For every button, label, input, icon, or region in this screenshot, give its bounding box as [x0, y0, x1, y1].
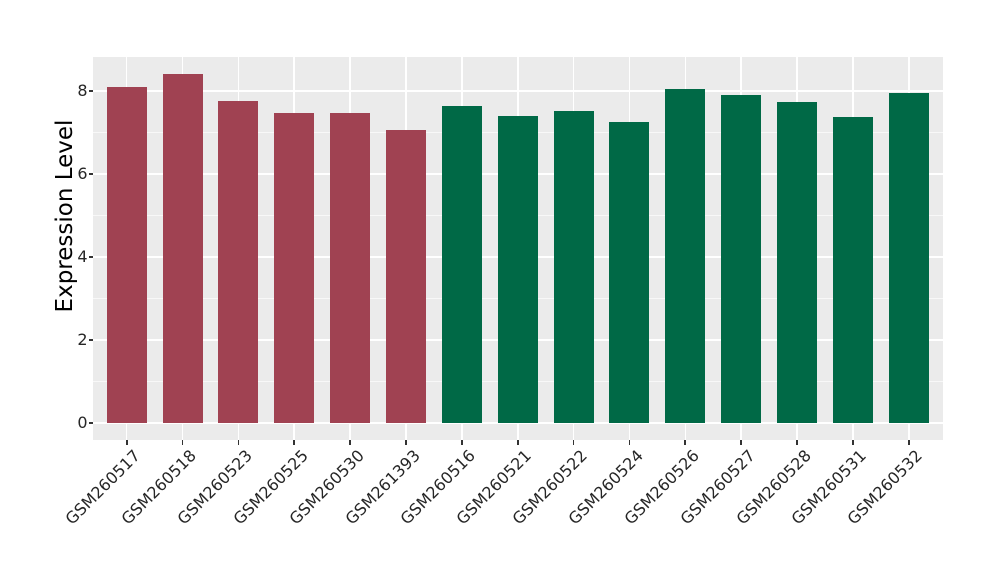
y-axis-title: Expression Level: [52, 119, 78, 313]
x-tick-mark-GSM260526: [684, 440, 687, 445]
bar-GSM260524: [609, 121, 650, 423]
bar-GSM260516: [441, 105, 482, 423]
x-tick-mark-GSM260516: [461, 440, 463, 445]
y-tick-label-6: 6: [77, 164, 88, 183]
x-tick-mark-GSM260532: [907, 440, 910, 445]
y-tick-label-4: 4: [77, 247, 88, 266]
bar-GSM260517: [106, 87, 147, 423]
y-tick-mark-6: [88, 173, 93, 175]
y-tick-label-8: 8: [77, 81, 88, 100]
x-tick-mark-GSM260528: [796, 440, 798, 445]
bar-GSM260532: [888, 92, 929, 423]
y-tick-label-2: 2: [77, 330, 88, 349]
bar-GSM260531: [832, 116, 873, 423]
bar-GSM260522: [553, 110, 594, 423]
bar-GSM260526: [665, 88, 706, 423]
y-tick-mark-8: [88, 90, 93, 92]
bar-GSM260528: [777, 101, 818, 423]
bar-GSM260521: [497, 115, 538, 423]
x-tick-mark-GSM260530: [349, 440, 351, 445]
x-tick-mark-GSM260518: [181, 440, 184, 445]
x-tick-mark-GSM260521: [516, 440, 519, 445]
x-tick-mark-GSM260517: [125, 440, 128, 445]
y-tick-label-0: 0: [77, 413, 88, 432]
x-tick-mark-GSM260523: [237, 440, 240, 445]
bar-GSM260530: [330, 112, 371, 423]
bar-GSM260523: [218, 100, 259, 423]
x-tick-mark-GSM260527: [740, 440, 742, 445]
x-tick-mark-GSM260525: [293, 440, 296, 445]
x-tick-mark-GSM260531: [852, 440, 854, 445]
plot-panel: [93, 57, 943, 440]
x-tick-mark-GSM260524: [628, 440, 631, 445]
y-tick-mark-2: [88, 339, 93, 341]
bar-GSM260518: [162, 73, 203, 423]
y-tick-mark-4: [88, 256, 93, 258]
bar-GSM260527: [721, 95, 762, 423]
y-tick-mark-0: [88, 422, 93, 424]
bar-GSM261393: [386, 130, 426, 423]
bar-GSM260525: [274, 112, 315, 423]
x-tick-mark-GSM261393: [405, 440, 407, 445]
x-tick-mark-GSM260522: [572, 440, 575, 445]
